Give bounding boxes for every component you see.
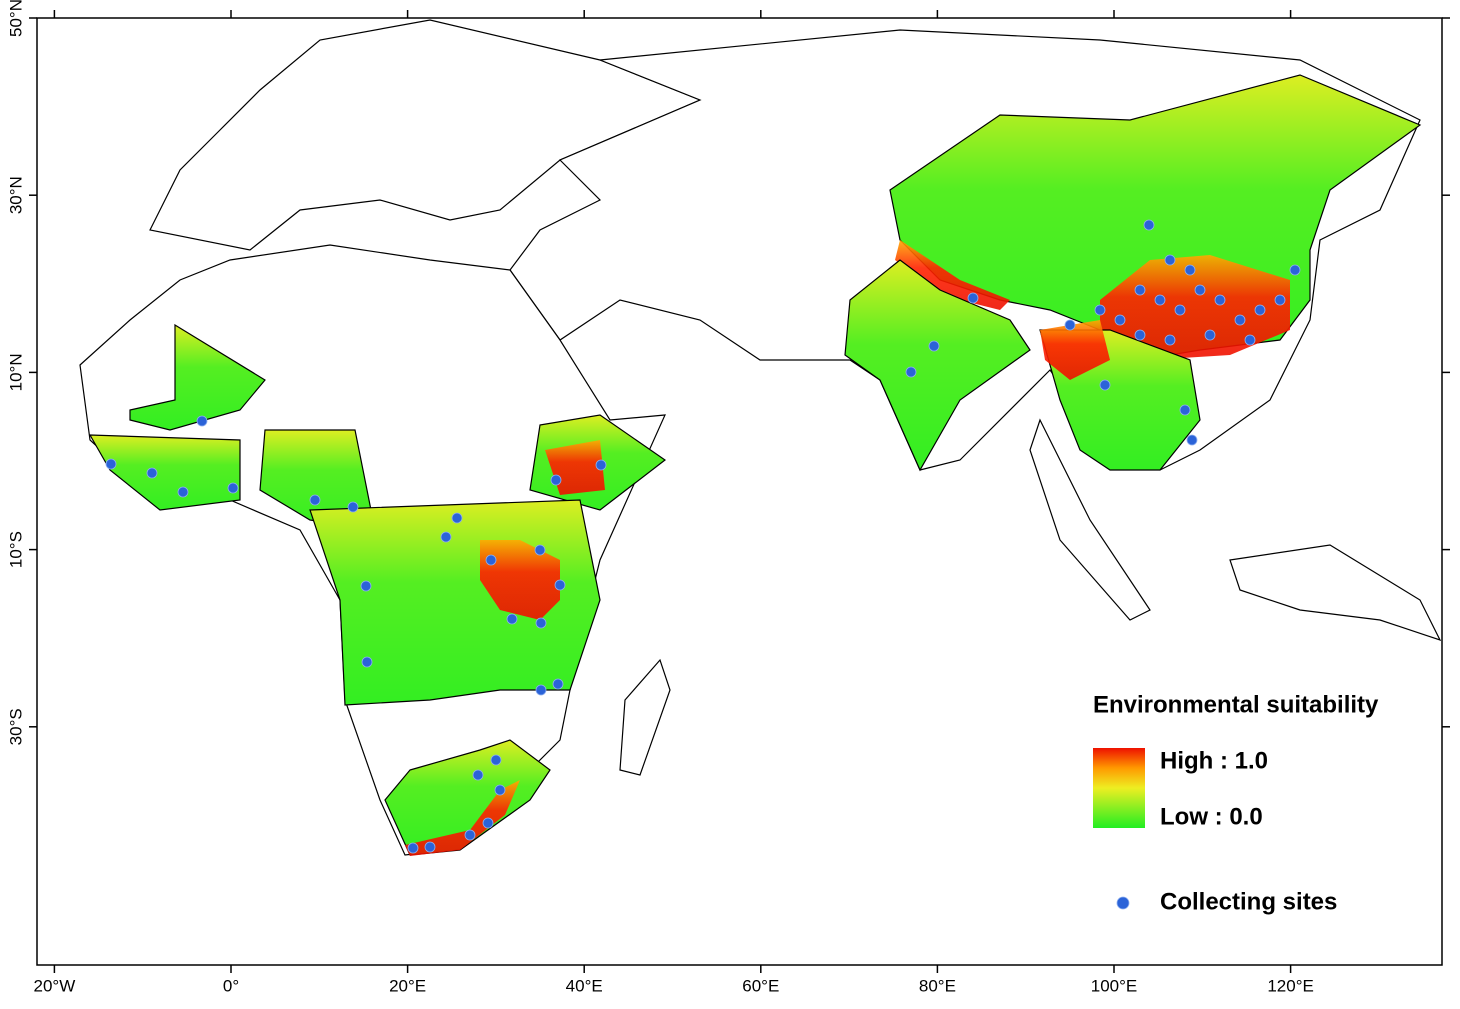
lon-tick-label: 120°E [1267,976,1314,995]
lat-tick-label: 30°S [6,708,25,745]
lat-tick-label: 30°N [6,176,25,214]
legend-low: Low : 0.0 [1160,803,1263,830]
lat-tick-label: 50°N [6,0,25,37]
suitability-regions [88,74,1422,856]
lon-tick-label: 60°E [742,976,779,995]
legend: Environmental suitability High : 1.0 Low… [1093,691,1379,915]
collecting-sites [105,219,1301,854]
lon-tick-label: 20°W [34,976,76,995]
lat-tick-label: 10°N [6,353,25,391]
lon-tick-label: 100°E [1091,976,1138,995]
legend-colorbar [1093,748,1145,828]
lon-tick-label: 40°E [566,976,603,995]
legend-sites: Collecting sites [1160,888,1337,915]
lon-tick-label: 0° [223,976,239,995]
lat-tick-label: 10°S [6,531,25,568]
graticule-ticks: 20°W 0° 20°E 40°E 60°E 80°E 100°E 120°E 50°N 30°N… [6,0,1450,995]
legend-site-marker [1116,896,1130,910]
legend-high: High : 1.0 [1160,747,1268,774]
legend-title: Environmental suitability [1093,691,1379,718]
lon-tick-label: 20°E [389,976,426,995]
lon-tick-label: 80°E [919,976,956,995]
